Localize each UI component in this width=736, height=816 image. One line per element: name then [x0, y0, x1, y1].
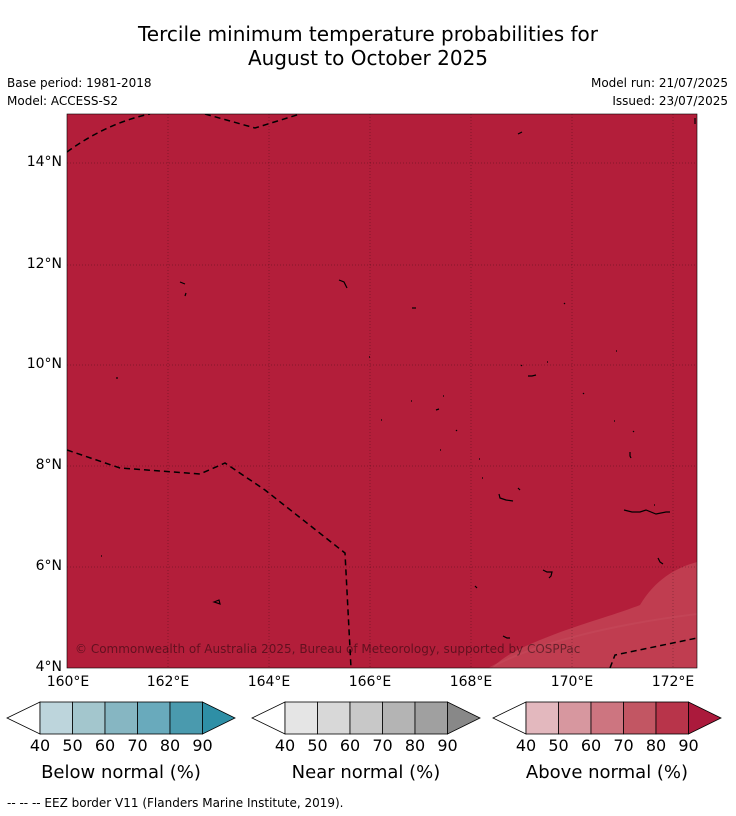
colorbar-below-extend-low	[6, 701, 41, 735]
y-tick-label: 6°N	[35, 558, 62, 574]
x-tick-label: 160°E	[46, 674, 90, 690]
colorbar-below-bin-4	[137, 701, 171, 735]
title-line-2: August to October 2025	[247, 46, 489, 70]
x-tick-label: 168°E	[449, 674, 493, 690]
colorbar-tick: 60	[94, 736, 116, 755]
colorbar-tick: 60	[339, 736, 361, 755]
colorbar-above-normal	[492, 701, 722, 735]
below-normal-label: Below normal (%)	[41, 762, 201, 783]
colorbar-above-bin-2	[558, 701, 592, 735]
title-line-1: Tercile minimum temperature probabilitie…	[137, 22, 599, 46]
colorbar-above-bin-4	[623, 701, 657, 735]
colorbar-below-extend-high	[202, 701, 236, 735]
eez-borders	[67, 114, 697, 668]
colorbar-tick: 50	[548, 736, 569, 755]
issued-date: Issued: 23/07/2025	[612, 94, 728, 108]
colorbar-near-extend-low	[251, 701, 286, 735]
colorbar-tick: 80	[645, 736, 667, 755]
x-tick-label: 164°E	[247, 674, 291, 690]
colorbar-tick: 80	[404, 736, 426, 755]
y-tick-label: 14°N	[26, 154, 62, 170]
colorbar-below-bin-2	[72, 701, 106, 735]
lighter-probability-band	[489, 613, 697, 668]
colorbar-tick: 50	[307, 736, 328, 755]
near-normal-label: Near normal (%)	[291, 762, 441, 783]
colorbar-tick: 70	[613, 736, 634, 755]
map-background	[67, 114, 697, 668]
colorbar-above-extend-high	[688, 701, 722, 735]
graticule	[67, 114, 697, 668]
colorbar-below-bin-3	[104, 701, 138, 735]
y-tick-label: 8°N	[35, 457, 62, 473]
lighter-probability-region	[492, 562, 697, 668]
colorbar-near-bin-2	[317, 701, 351, 735]
colorbar-tick: 40	[274, 736, 296, 755]
colorbar-tick: 40	[29, 736, 51, 755]
colorbar-near-bin-1	[284, 701, 318, 735]
x-tick-label: 172°E	[651, 674, 695, 690]
model-name: Model: ACCESS-S2	[7, 94, 119, 108]
colorbar-tick: 90	[437, 736, 458, 755]
colorbar-above-bin-3	[590, 701, 624, 735]
colorbar-near-normal	[251, 701, 481, 735]
map-area: © Commonwealth of Australia 2025, Bureau…	[67, 114, 697, 668]
y-tick-label: 4°N	[35, 659, 62, 675]
islands	[101, 118, 696, 639]
chart-title: Tercile minimum temperature probabilitie…	[0, 22, 736, 70]
map-frame	[66, 113, 698, 669]
meta-right: Model run: 21/07/2025 Issued: 23/07/2025	[591, 74, 728, 110]
colorbar-tick: 60	[580, 736, 602, 755]
colorbar-tick: 70	[127, 736, 148, 755]
colorbar-above-bin-5	[655, 701, 689, 735]
colorbar-near-bin-3	[349, 701, 383, 735]
x-tick-label: 162°E	[146, 674, 190, 690]
colorbar-tick: 90	[192, 736, 213, 755]
colorbar-below-bin-1	[39, 701, 73, 735]
above-normal-label: Above normal (%)	[525, 762, 689, 783]
eez-footnote: -- -- -- EEZ border V11 (Flanders Marine…	[7, 796, 344, 810]
x-tick-label: 166°E	[348, 674, 392, 690]
colorbar-tick: 80	[159, 736, 181, 755]
colorbar-tick: 70	[372, 736, 393, 755]
colorbar-near-extend-high	[447, 701, 481, 735]
model-run: Model run: 21/07/2025	[590, 76, 728, 90]
colorbar-above-extend-low	[492, 701, 527, 735]
colorbar-below-normal	[6, 701, 236, 735]
colorbar-below-bin-5	[169, 701, 203, 735]
base-period: Base period: 1981-2018	[7, 76, 152, 90]
y-tick-label: 12°N	[26, 256, 62, 272]
colorbar-near-bin-5	[414, 701, 448, 735]
meta-left: Base period: 1981-2018 Model: ACCESS-S2	[7, 74, 152, 110]
y-tick-label: 10°N	[26, 356, 62, 372]
colorbar-tick: 90	[678, 736, 699, 755]
colorbar-above-bin-1	[525, 701, 559, 735]
x-tick-label: 170°E	[550, 674, 594, 690]
colorbar-near-bin-4	[382, 701, 416, 735]
copyright-text: © Commonwealth of Australia 2025, Bureau…	[75, 642, 580, 656]
colorbar-tick: 40	[515, 736, 537, 755]
colorbar-tick: 50	[62, 736, 83, 755]
